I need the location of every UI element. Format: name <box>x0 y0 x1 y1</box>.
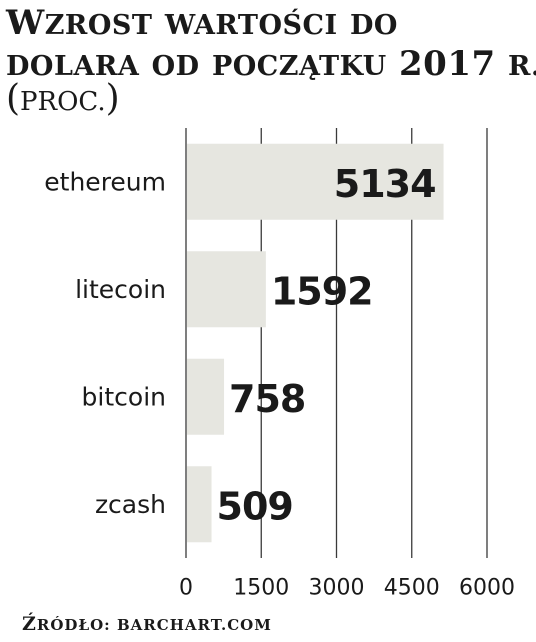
tick-label-4500: 4500 <box>384 576 440 601</box>
unit-open-paren: ( <box>6 78 21 119</box>
chart-title-line-1: WZROST WARTOŚCI DO <box>6 3 398 43</box>
tick-label-6000: 6000 <box>459 576 515 601</box>
category-label-zcash: zcash <box>95 490 166 519</box>
chart-title-line-2: DOLARA OD POCZĄTKU 2017 R. <box>6 44 536 84</box>
tick-label-1500: 1500 <box>233 576 289 601</box>
unit-close-paren: ) <box>105 78 120 119</box>
value-label-litecoin: 1592 <box>271 269 373 313</box>
unit-text: PROC. <box>20 87 106 117</box>
value-label-ethereum: 5134 <box>334 162 436 206</box>
chart-unit: (PROC.) <box>6 80 120 121</box>
category-label-litecoin: litecoin <box>75 275 166 304</box>
bar-zcash <box>187 466 212 543</box>
category-label-ethereum: ethereum <box>44 167 166 196</box>
bar-bitcoin <box>187 358 225 435</box>
value-label-zcash: 509 <box>217 484 293 528</box>
bar-litecoin <box>187 251 266 328</box>
bar-ethereum <box>187 143 444 220</box>
source-note: ŹRÓDŁO: BARCHART.COM <box>22 613 272 635</box>
category-label-bitcoin: bitcoin <box>82 382 166 411</box>
tick-label-0: 0 <box>179 576 193 601</box>
chart-title: WZROST WARTOŚCI DO DOLARA OD POCZĄTKU 20… <box>6 3 536 86</box>
value-label-bitcoin: 758 <box>229 377 305 421</box>
tick-label-3000: 3000 <box>309 576 365 601</box>
